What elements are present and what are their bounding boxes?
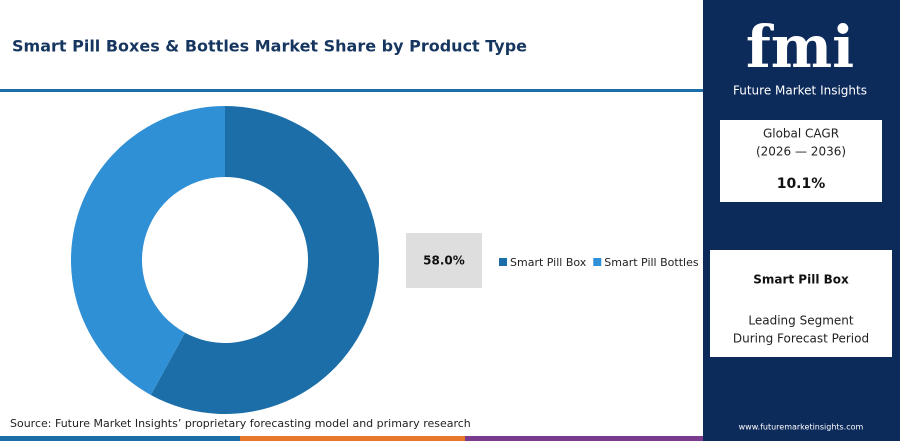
segment-box bbox=[710, 250, 892, 357]
donut-slice bbox=[71, 106, 226, 395]
cagr-label: Global CAGR bbox=[763, 127, 839, 141]
footer-bar bbox=[240, 436, 465, 441]
side-panel bbox=[703, 0, 900, 441]
title-rule bbox=[0, 89, 703, 92]
footer-bar bbox=[465, 436, 703, 441]
donut-slice bbox=[150, 106, 379, 414]
legend-swatch bbox=[593, 258, 602, 266]
value-label-box bbox=[406, 233, 482, 288]
cagr-value: 10.1% bbox=[777, 176, 826, 192]
legend-label: Smart Pill Bottles bbox=[604, 256, 699, 269]
website: www.futuremarketinsights.com bbox=[739, 423, 864, 432]
brand-name: Future Market Insights bbox=[733, 84, 867, 98]
segment-desc: During Forecast Period bbox=[733, 332, 869, 346]
segment-desc: Leading Segment bbox=[748, 314, 853, 328]
source: Source: Future Market Insights’ propriet… bbox=[10, 417, 471, 430]
brand-logo: fmi bbox=[746, 13, 854, 81]
cagr-period: (2026 — 2036) bbox=[756, 145, 846, 159]
legend-label: Smart Pill Box bbox=[510, 256, 587, 269]
value-label: 58.0% bbox=[423, 254, 465, 268]
legend-swatch bbox=[499, 258, 507, 266]
donut-chart: 58.0% Smart Pill Box Smart Pill Bottles bbox=[71, 106, 699, 414]
segment-name: Smart Pill Box bbox=[753, 273, 849, 287]
cagr-box bbox=[720, 120, 882, 202]
footer-bar bbox=[0, 436, 240, 441]
chart-title: Smart Pill Boxes & Bottles Market Share … bbox=[12, 37, 527, 56]
